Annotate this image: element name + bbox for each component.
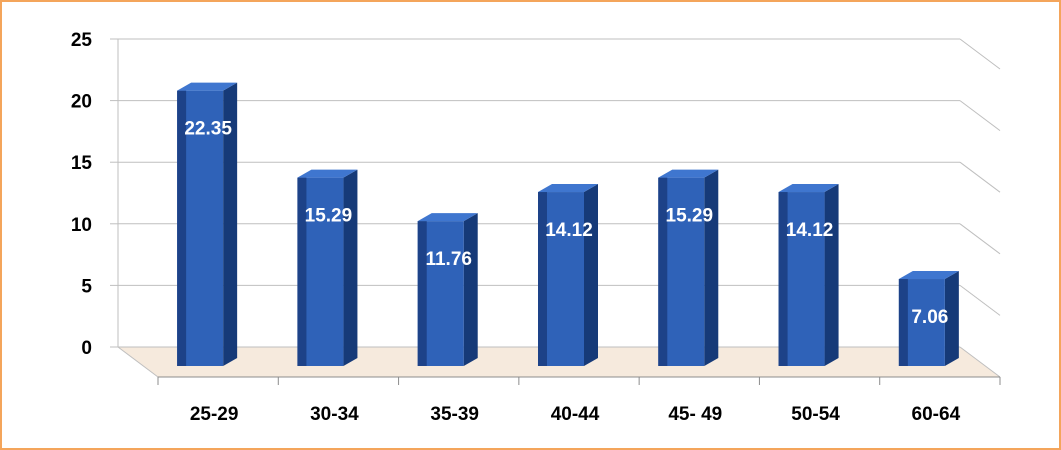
- bars: [177, 82, 959, 366]
- bar-side: [343, 169, 358, 366]
- bar-top: [417, 213, 478, 222]
- x-tick-label: 30-34: [310, 404, 359, 425]
- bar: [177, 82, 238, 366]
- bar-front-shade: [417, 221, 427, 366]
- bar: [658, 169, 719, 366]
- bar-front-shade: [778, 192, 788, 366]
- x-tick-label: 50-54: [791, 404, 840, 425]
- x-tick-label: 35-39: [430, 404, 479, 425]
- bar-top: [658, 169, 719, 178]
- floor-left-edge: [117, 346, 159, 378]
- y-tick-label: 20: [71, 92, 92, 113]
- bar-top: [538, 184, 598, 193]
- x-tick-label: 40-44: [551, 404, 600, 425]
- bar-side: [223, 82, 238, 366]
- x-tick-label: 45- 49: [668, 404, 722, 425]
- gridline-depth: [959, 284, 1001, 316]
- bar-front-shade: [898, 279, 908, 366]
- gridline-depth: [959, 223, 1001, 255]
- y-tick-label: 15: [71, 153, 93, 174]
- gridline-depth: [959, 38, 1001, 70]
- bar-side: [584, 184, 598, 366]
- bar: [297, 169, 358, 366]
- x-axis-ticks: 25-29 30-34 35-39 40-44 45- 49 50-54 60-64: [190, 404, 961, 425]
- x-tick-label: 25-29: [190, 404, 239, 425]
- x-axis: [157, 376, 1001, 385]
- data-label: 15.29: [305, 206, 353, 227]
- gridline-depth: [959, 100, 1001, 132]
- bar-side: [944, 271, 959, 366]
- bar-side: [704, 169, 719, 366]
- data-label: 22.35: [184, 119, 232, 140]
- bar-front-shade: [658, 177, 668, 366]
- bar: [417, 213, 478, 366]
- bar-top: [177, 82, 238, 91]
- y-tick-label: 25: [71, 30, 93, 51]
- y-tick-label: 5: [81, 276, 92, 297]
- bar-side: [463, 213, 478, 366]
- bar-front-shade: [297, 177, 307, 366]
- data-labels: 22.35 15.29 11.76 14.12 15.29 14.12 7.06: [184, 119, 948, 328]
- bar-top: [898, 271, 959, 280]
- data-label: 7.06: [911, 307, 948, 328]
- data-label: 15.29: [666, 206, 714, 227]
- bar-side: [824, 184, 839, 366]
- bar-top: [778, 184, 839, 193]
- bar: [898, 271, 959, 366]
- data-label: 14.12: [786, 220, 834, 241]
- bar-front-shade: [538, 192, 547, 366]
- bar-front-shade: [177, 90, 187, 366]
- bar-top: [297, 169, 358, 178]
- bar: [538, 184, 598, 366]
- bar: [778, 184, 839, 366]
- data-label: 11.76: [425, 249, 472, 270]
- gridline-depth: [959, 346, 1001, 378]
- x-tick-label: 60-64: [912, 404, 961, 425]
- y-axis-ticks: 0 5 10 15 20 25: [71, 30, 93, 359]
- y-tick-label: 10: [71, 215, 92, 236]
- y-tick-label: 0: [81, 338, 92, 359]
- gridline-depth: [959, 161, 1001, 193]
- data-label: 14.12: [545, 220, 593, 241]
